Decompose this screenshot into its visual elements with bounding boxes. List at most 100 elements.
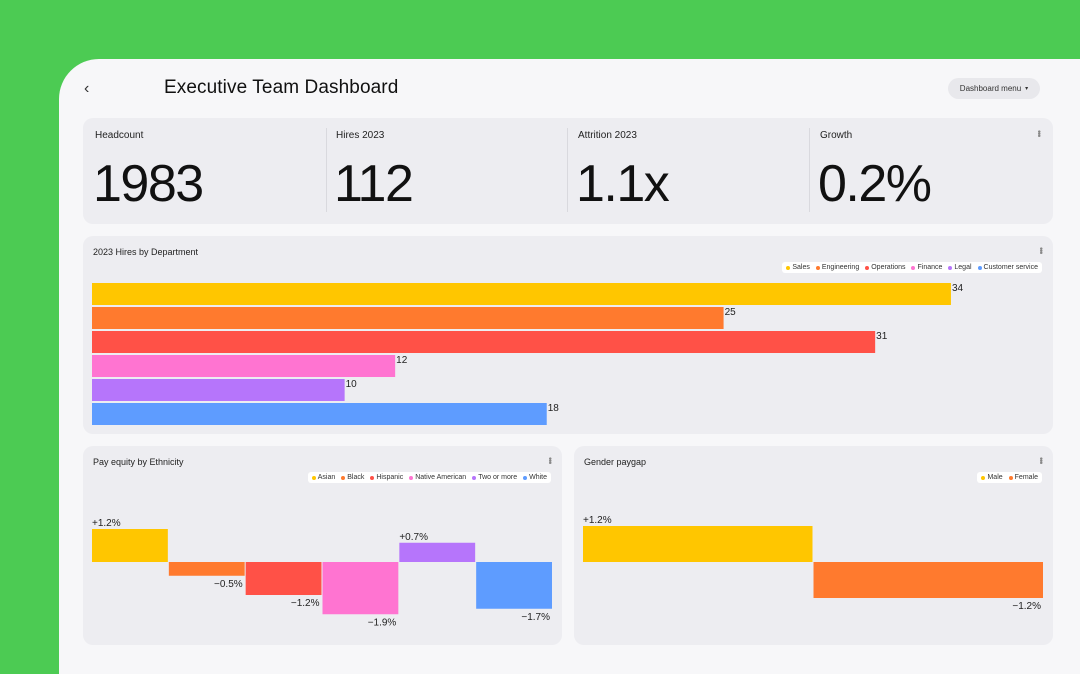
hires-by-department-card: 2023 Hires by Department ••• Sales Engine… [83, 236, 1053, 434]
kpi-label: Growth [820, 130, 853, 141]
bar-finance[interactable] [92, 355, 396, 377]
kpi-label: Headcount [95, 130, 144, 141]
legend-item-hispanic: Hispanic [370, 474, 403, 481]
pay-equity-chart: +1.2% −0.5% −1.2% −1.9% +0.7% −1.7% [92, 518, 552, 628]
legend-dot-icon [948, 265, 953, 270]
back-icon[interactable]: ‹ [84, 80, 90, 97]
legend-label: Native American [415, 474, 467, 481]
legend-dot-icon [786, 265, 791, 270]
legend-label: Two or more [478, 474, 518, 481]
bar-engineering[interactable] [92, 307, 724, 329]
legend-label: Customer service [983, 264, 1038, 271]
legend-label: White [529, 474, 547, 481]
legend-dot-icon [409, 475, 414, 480]
legend-item-white: White [523, 474, 547, 481]
legend-dot-icon [523, 475, 528, 480]
more-options-icon[interactable]: ••• [1034, 130, 1044, 137]
bar-value-label: −0.5% [214, 579, 243, 590]
legend-label: Sales [792, 264, 810, 271]
bar-value-label: +1.2% [92, 518, 121, 529]
dashboard-menu-button[interactable]: Dashboard menu ▾ [948, 78, 1040, 99]
kpi-attrition: Attrition 2023 1.1x [566, 118, 807, 224]
legend-item-black: Black [341, 474, 364, 481]
legend-dot-icon [370, 475, 375, 480]
bar-white[interactable] [476, 562, 552, 609]
bar-value-label: 25 [725, 307, 737, 318]
kpi-card: Headcount 1983 Hires 2023 112 Attrition … [83, 118, 1053, 224]
bar-female[interactable] [813, 562, 1044, 598]
kpi-value: 1.1x [576, 155, 670, 213]
legend-item-native-american: Native American [409, 474, 466, 481]
bar-operations[interactable] [92, 331, 876, 353]
legend-label: Asian [317, 474, 336, 481]
gender-paygap-card: Gender paygap ••• Male Female +1.2% −1.2% [574, 446, 1053, 645]
legend-item-legal: Legal [948, 264, 972, 271]
kpi-hires: Hires 2023 112 [324, 118, 565, 224]
kpi-divider [809, 128, 810, 212]
bar-black[interactable] [168, 562, 245, 576]
page-title: Executive Team Dashboard [164, 77, 399, 98]
legend-item-asian: Asian [311, 474, 336, 481]
bar-value-label: −1.9% [368, 617, 397, 628]
legend-dot-icon [815, 265, 820, 270]
kpi-label: Hires 2023 [336, 130, 385, 141]
kpi-label: Attrition 2023 [578, 130, 637, 141]
legend-dot-icon [865, 265, 870, 270]
bar-value-label: 34 [952, 283, 964, 294]
bar-two-or-more[interactable] [399, 542, 476, 562]
legend-dot-icon [341, 475, 346, 480]
legend-item-engineering: Engineering [815, 264, 860, 271]
legend-item-male: Male [981, 474, 1003, 481]
dashboard-menu-label: Dashboard menu [959, 84, 1022, 93]
bar-male[interactable] [583, 526, 813, 562]
legend-label: Female [1014, 474, 1038, 481]
legend-label: Black [347, 474, 365, 481]
legend-dot-icon [981, 475, 986, 480]
bar-native-american[interactable] [322, 562, 399, 615]
bar-hispanic[interactable] [245, 562, 322, 595]
kpi-value: 112 [334, 155, 414, 213]
bar-value-label: −1.2% [291, 598, 320, 609]
legend-item-female: Female [1008, 474, 1038, 481]
chart-legend: Sales Engineering Operations Finance Legal Cu… [782, 262, 1042, 273]
legend-label: Operations [871, 264, 906, 271]
more-options-icon[interactable]: ••• [1036, 457, 1046, 464]
bar-asian[interactable] [92, 529, 168, 562]
legend-dot-icon [472, 475, 477, 480]
legend-label: Male [987, 474, 1003, 481]
kpi-growth: Growth 0.2% [808, 118, 1049, 224]
caret-down-icon: ▾ [1025, 86, 1029, 92]
bar-customer-service[interactable] [92, 403, 547, 425]
legend-dot-icon [911, 265, 916, 270]
legend-dot-icon [1008, 475, 1013, 480]
chart-title: 2023 Hires by Department [93, 247, 199, 257]
bar-value-label: 31 [876, 331, 888, 342]
gender-paygap-chart: +1.2% −1.2% [583, 515, 1044, 612]
bar-legal[interactable] [92, 379, 345, 401]
legend-item-operations: Operations [865, 264, 905, 271]
more-options-icon[interactable]: ••• [1036, 247, 1046, 254]
legend-label: Finance [917, 264, 943, 271]
chart-title: Gender paygap [584, 457, 647, 467]
kpi-value: 0.2% [818, 155, 932, 213]
legend-dot-icon [311, 475, 316, 480]
legend-label: Engineering [821, 264, 860, 271]
pay-equity-card: Pay equity by Ethnicity ••• Asian Black Hi… [83, 446, 562, 645]
bar-value-label: 12 [396, 355, 408, 366]
bar-value-label: 10 [346, 379, 358, 390]
bar-sales[interactable] [92, 283, 951, 305]
legend-dot-icon [977, 265, 982, 270]
kpi-value: 1983 [93, 155, 204, 213]
kpi-divider [326, 128, 327, 212]
kpi-headcount: Headcount 1983 [83, 118, 324, 224]
bar-value-label: −1.7% [521, 612, 550, 623]
legend-item-customer-service: Customer service [977, 264, 1038, 271]
legend-item-two-or-more: Two or more [472, 474, 517, 481]
hires-bar-chart: 34 25 31 12 10 18 [92, 283, 964, 425]
bar-value-label: +1.2% [583, 515, 612, 526]
more-options-icon[interactable]: ••• [545, 457, 555, 464]
legend-item-finance: Finance [911, 264, 942, 271]
chart-legend: Male Female [977, 472, 1042, 483]
bar-value-label: −1.2% [1012, 601, 1041, 612]
kpi-divider [567, 128, 568, 212]
